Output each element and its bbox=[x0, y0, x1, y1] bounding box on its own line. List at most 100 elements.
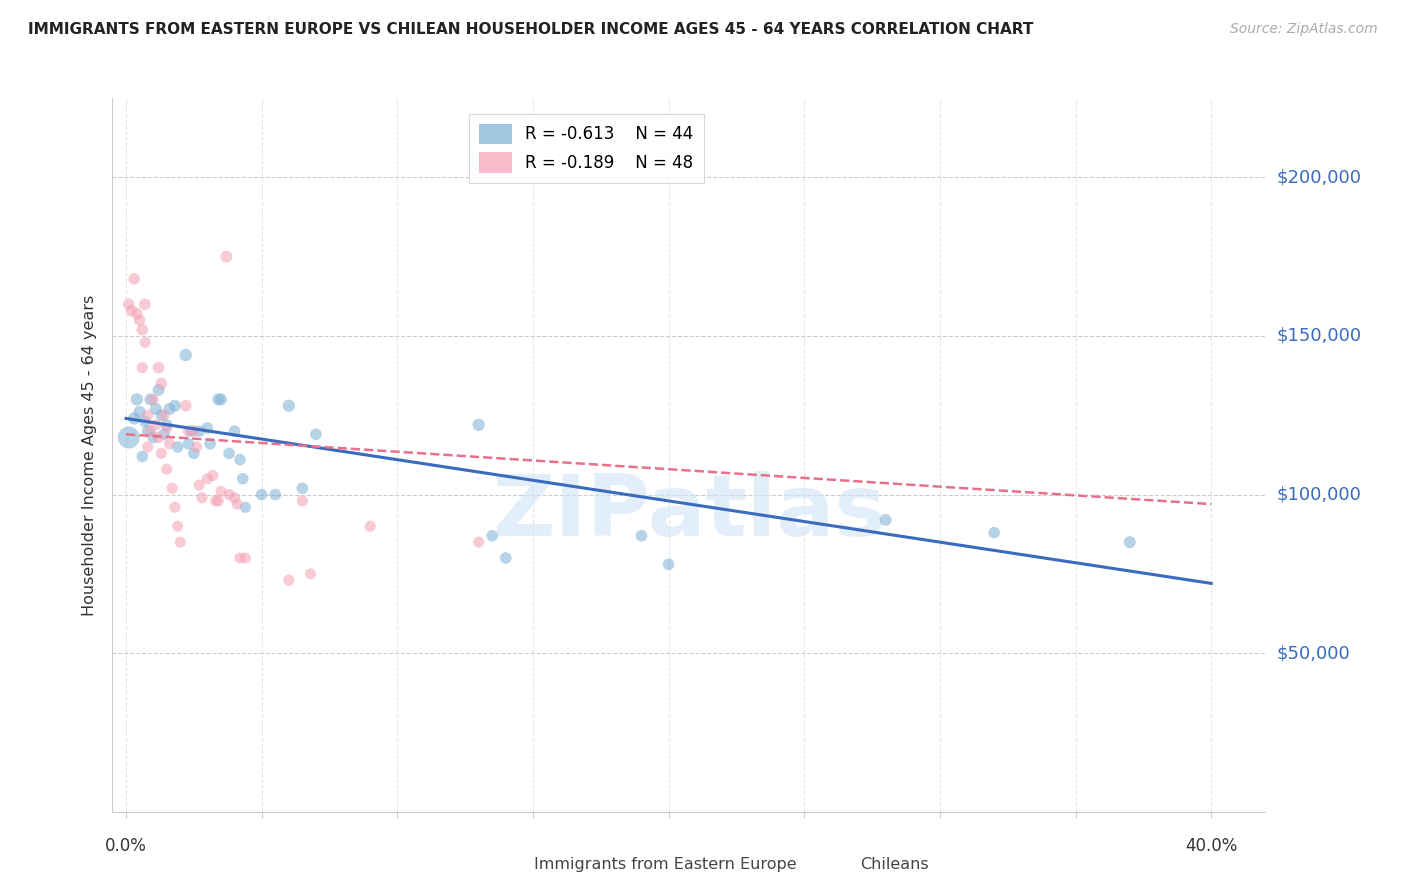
Point bbox=[142, 392, 165, 407]
Point bbox=[481, 529, 503, 543]
Point bbox=[983, 525, 1005, 540]
Point bbox=[177, 437, 200, 451]
Y-axis label: Householder Income Ages 45 - 64 years: Householder Income Ages 45 - 64 years bbox=[82, 294, 97, 615]
Point bbox=[229, 452, 252, 467]
Point bbox=[188, 424, 211, 438]
Text: 40.0%: 40.0% bbox=[1185, 837, 1237, 855]
Text: $100,000: $100,000 bbox=[1277, 485, 1361, 504]
Point bbox=[148, 383, 170, 397]
Point bbox=[209, 392, 232, 407]
Point bbox=[128, 405, 150, 419]
Point bbox=[186, 440, 208, 454]
Text: Immigrants from Eastern Europe: Immigrants from Eastern Europe bbox=[534, 857, 797, 871]
Point bbox=[183, 424, 205, 438]
Point bbox=[218, 446, 240, 460]
Point bbox=[299, 566, 322, 581]
Point bbox=[118, 430, 141, 444]
Point bbox=[131, 323, 153, 337]
Point bbox=[136, 409, 159, 423]
Point bbox=[125, 307, 148, 321]
Point bbox=[197, 421, 219, 435]
Point bbox=[207, 494, 229, 508]
Point bbox=[291, 481, 314, 495]
Point bbox=[139, 424, 162, 438]
Point bbox=[150, 409, 173, 423]
Point bbox=[226, 497, 249, 511]
Point bbox=[128, 313, 150, 327]
Point bbox=[153, 409, 176, 423]
Point bbox=[224, 424, 246, 438]
Point bbox=[277, 399, 299, 413]
Point bbox=[136, 424, 159, 438]
Text: $50,000: $50,000 bbox=[1277, 644, 1350, 662]
Point bbox=[209, 484, 232, 499]
Point bbox=[153, 427, 176, 442]
Point bbox=[145, 417, 167, 432]
Point bbox=[229, 551, 252, 566]
Point bbox=[156, 421, 179, 435]
Text: 0.0%: 0.0% bbox=[105, 837, 148, 855]
Point bbox=[145, 401, 167, 416]
Point bbox=[198, 437, 221, 451]
Text: ZIPatlas: ZIPatlas bbox=[492, 470, 886, 554]
Point bbox=[131, 450, 153, 464]
Point bbox=[148, 430, 170, 444]
Legend: R = -0.613    N = 44, R = -0.189    N = 48: R = -0.613 N = 44, R = -0.189 N = 48 bbox=[468, 113, 703, 183]
Point bbox=[121, 303, 143, 318]
Point bbox=[134, 335, 156, 350]
Point bbox=[250, 487, 273, 501]
Point bbox=[148, 360, 170, 375]
Point bbox=[197, 472, 219, 486]
Point bbox=[224, 491, 246, 505]
Point bbox=[150, 376, 173, 391]
Point bbox=[166, 440, 188, 454]
Text: $150,000: $150,000 bbox=[1277, 327, 1361, 345]
Point bbox=[156, 417, 179, 432]
Point bbox=[122, 411, 145, 425]
Point bbox=[118, 297, 141, 311]
Point bbox=[1119, 535, 1142, 549]
Point bbox=[174, 399, 197, 413]
Point bbox=[125, 392, 148, 407]
Point bbox=[160, 481, 183, 495]
Point bbox=[207, 392, 229, 407]
Point bbox=[183, 446, 205, 460]
Text: IMMIGRANTS FROM EASTERN EUROPE VS CHILEAN HOUSEHOLDER INCOME AGES 45 - 64 YEARS : IMMIGRANTS FROM EASTERN EUROPE VS CHILEA… bbox=[28, 22, 1033, 37]
Point bbox=[218, 487, 240, 501]
Point bbox=[204, 494, 226, 508]
Point bbox=[215, 250, 238, 264]
Point bbox=[232, 472, 254, 486]
Point bbox=[467, 417, 489, 432]
Point bbox=[134, 297, 156, 311]
Point bbox=[191, 491, 214, 505]
Point bbox=[174, 348, 197, 362]
Text: Chileans: Chileans bbox=[860, 857, 929, 871]
Point bbox=[235, 500, 257, 515]
Point bbox=[156, 462, 179, 476]
Point bbox=[134, 415, 156, 429]
Point bbox=[139, 392, 162, 407]
Point bbox=[180, 424, 202, 438]
Point bbox=[142, 430, 165, 444]
Point bbox=[163, 399, 186, 413]
Point bbox=[291, 494, 314, 508]
Point bbox=[201, 468, 224, 483]
Point bbox=[136, 440, 159, 454]
Point bbox=[177, 424, 200, 438]
Point bbox=[188, 478, 211, 492]
Point bbox=[166, 519, 188, 533]
Point bbox=[495, 551, 517, 566]
Text: Source: ZipAtlas.com: Source: ZipAtlas.com bbox=[1230, 22, 1378, 37]
Point bbox=[159, 437, 181, 451]
Point bbox=[131, 360, 153, 375]
Point bbox=[305, 427, 328, 442]
Point bbox=[875, 513, 897, 527]
Point bbox=[169, 535, 191, 549]
Point bbox=[150, 446, 173, 460]
Point bbox=[264, 487, 287, 501]
Text: $200,000: $200,000 bbox=[1277, 169, 1361, 186]
Point bbox=[359, 519, 381, 533]
Point bbox=[658, 558, 681, 572]
Point bbox=[235, 551, 257, 566]
Point bbox=[277, 573, 299, 587]
